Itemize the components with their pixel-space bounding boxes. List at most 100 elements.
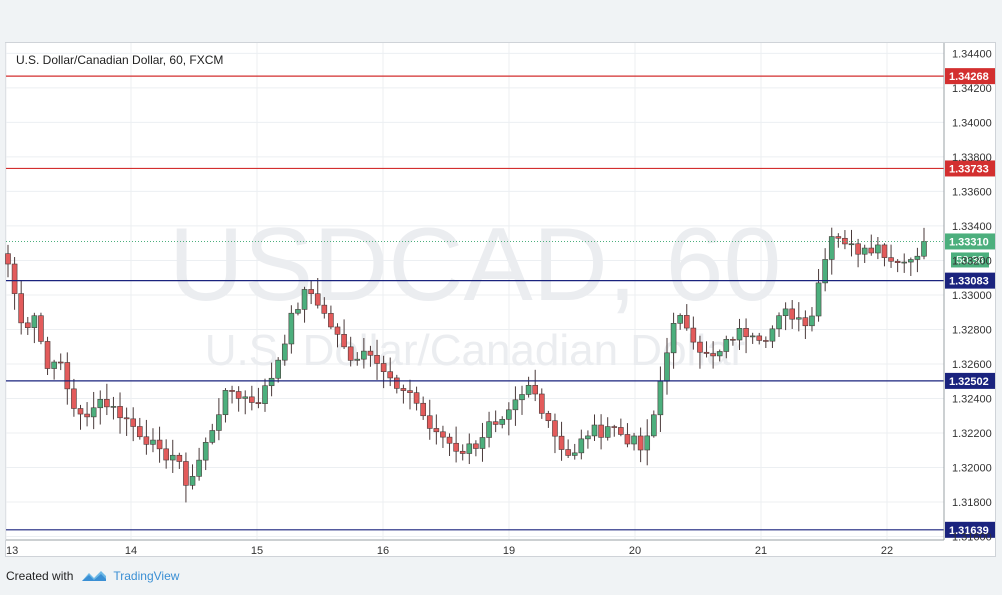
candle-down	[842, 237, 848, 245]
candle-up	[209, 430, 216, 443]
candle-up	[90, 407, 97, 418]
candle-down	[84, 413, 90, 418]
candle-up	[571, 452, 578, 456]
y-tick-label: 1.31600	[952, 532, 992, 544]
candle-up	[578, 438, 585, 454]
candle-up	[604, 426, 611, 438]
candle-up	[644, 435, 651, 451]
candle-up	[585, 435, 591, 440]
candle-up	[921, 241, 927, 257]
candle-down	[156, 439, 163, 450]
x-tick-label: 13	[6, 545, 18, 557]
candle-down	[183, 461, 189, 486]
candle-down	[703, 351, 710, 354]
candle-up	[51, 361, 57, 369]
candle-down	[894, 260, 901, 263]
candle-up	[815, 282, 822, 317]
y-tick-label: 1.32400	[952, 393, 992, 405]
candle-up	[861, 247, 868, 255]
candle-down	[440, 431, 446, 438]
x-tick-label: 22	[881, 545, 893, 557]
candle-up	[196, 459, 202, 477]
candle-down	[743, 328, 749, 338]
candle-down	[328, 313, 334, 328]
candle-up	[222, 390, 229, 416]
x-tick-label: 20	[629, 545, 641, 557]
level-label-bg	[945, 68, 995, 85]
candle-down	[255, 402, 262, 404]
candle-down	[117, 406, 123, 419]
candle-up	[914, 255, 921, 260]
candle-down	[433, 428, 440, 433]
level-label: 1.32502	[949, 376, 989, 388]
candle-up	[749, 335, 756, 338]
level-label: 1.31639	[949, 525, 989, 537]
created-with-label: Created with	[6, 569, 74, 583]
candle-up	[288, 312, 295, 345]
candle-down	[163, 448, 169, 461]
candle-down	[552, 420, 558, 437]
candle-down	[532, 385, 538, 395]
candle-up	[723, 338, 730, 352]
candle-down	[104, 398, 110, 408]
candle-up	[262, 385, 268, 404]
candle-down	[545, 413, 552, 422]
candle-down	[710, 353, 716, 357]
candle-down	[38, 315, 44, 342]
candle-down	[598, 424, 604, 438]
candle-up	[657, 380, 664, 416]
candle-up	[202, 442, 209, 461]
candle-down	[347, 346, 354, 361]
candle-down	[5, 253, 11, 265]
candle-up	[651, 414, 657, 437]
candle-down	[229, 390, 235, 392]
candle-up	[809, 315, 815, 327]
candle-up	[716, 351, 723, 357]
candle-up	[848, 243, 855, 246]
candle-down	[314, 293, 321, 306]
level-label: 1.34268	[949, 71, 989, 83]
tradingview-logo-icon[interactable]	[81, 569, 107, 583]
y-tick-label: 1.32200	[952, 428, 992, 440]
candle-up	[354, 358, 361, 361]
candle-down	[888, 257, 894, 262]
watermark-name: U.S. Dollar/Canadian Dollar	[205, 326, 745, 375]
candle-down	[624, 434, 631, 445]
y-tick-label: 1.31800	[952, 497, 992, 509]
candle-up	[189, 476, 196, 486]
candle-down	[57, 361, 64, 364]
level-label: 1.33083	[949, 276, 989, 288]
candle-up	[486, 421, 492, 438]
candle-down	[18, 293, 24, 324]
candle-up	[875, 244, 881, 254]
candle-down	[618, 427, 624, 435]
candle-up	[169, 454, 176, 461]
candle-down	[400, 388, 407, 391]
candle-up	[677, 315, 683, 324]
candle-up	[670, 323, 677, 354]
candle-up	[901, 261, 908, 264]
candle-up	[499, 418, 506, 425]
level-label-bg	[945, 272, 995, 289]
candle-down	[64, 362, 71, 390]
candle-down	[413, 392, 420, 404]
level-label: 1.33733	[949, 163, 989, 175]
candle-up	[281, 343, 288, 361]
candle-down	[459, 450, 466, 454]
candle-down	[24, 322, 31, 328]
candle-down	[321, 304, 328, 314]
candle-down	[44, 341, 51, 369]
candle-up	[631, 435, 637, 445]
y-tick-label: 1.34000	[952, 117, 992, 129]
chart-frame	[5, 42, 996, 557]
chart-title: U.S. Dollar/Canadian Dollar, 60, FXCM	[16, 53, 224, 67]
x-tick-label: 14	[125, 545, 137, 557]
candle-down	[367, 350, 374, 356]
last-price-label-bg	[945, 233, 995, 250]
tradingview-link[interactable]: TradingView	[113, 569, 180, 583]
candle-down	[492, 421, 499, 425]
candle-down	[868, 247, 875, 254]
y-tick-label: 1.33800	[952, 152, 992, 164]
y-tick-label: 1.34400	[952, 48, 992, 60]
